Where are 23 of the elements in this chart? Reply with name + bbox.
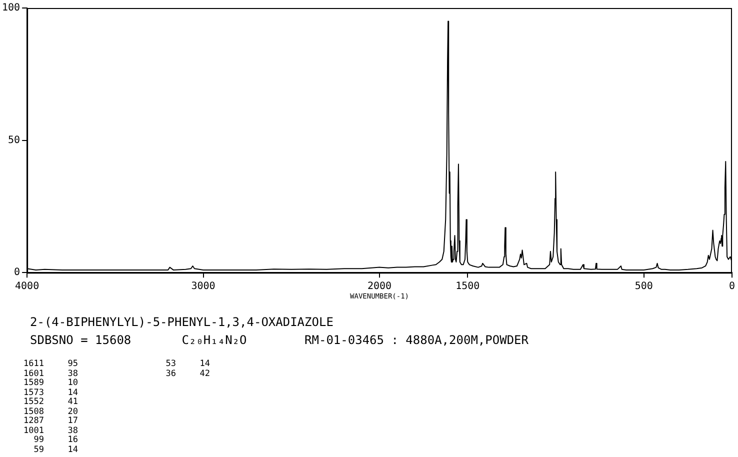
x-tick-label: 4000 [15, 281, 40, 292]
x-tick-label: 3000 [191, 281, 216, 292]
y-tick-label: 0 [14, 267, 20, 278]
y-tick-label: 100 [2, 2, 20, 14]
text: 59 14 [34, 444, 78, 454]
y-tick-label: 50 [8, 134, 20, 146]
text: 1508 20 [24, 406, 78, 416]
text: 53 14 [166, 359, 210, 369]
text: 1552 41 [24, 397, 78, 407]
x-tick-label: 1500 [456, 281, 480, 292]
x-tick-label: 0 [728, 281, 736, 292]
text: 1573 14 [24, 388, 78, 398]
text: 1287 17 [24, 416, 78, 426]
x-tick-label: 500 [634, 281, 653, 292]
text: 2-(4-BIPHENYLYL)-5-PHENYL-1,3,4-OXADIAZOLE [30, 315, 334, 329]
x-tick-label: 2000 [367, 281, 392, 292]
text: 1001 38 [24, 426, 78, 436]
text: 36 42 [166, 368, 210, 378]
text: SDBSNO = 15608 C₂₀H₁₄N₂O RM-01-03465 : 4880A,200M,POWDER [30, 333, 528, 347]
text: 99 16 [34, 435, 78, 445]
text: 1611 95 [24, 359, 78, 369]
text: 1601 38 [24, 368, 78, 378]
text: 1589 10 [24, 378, 78, 388]
